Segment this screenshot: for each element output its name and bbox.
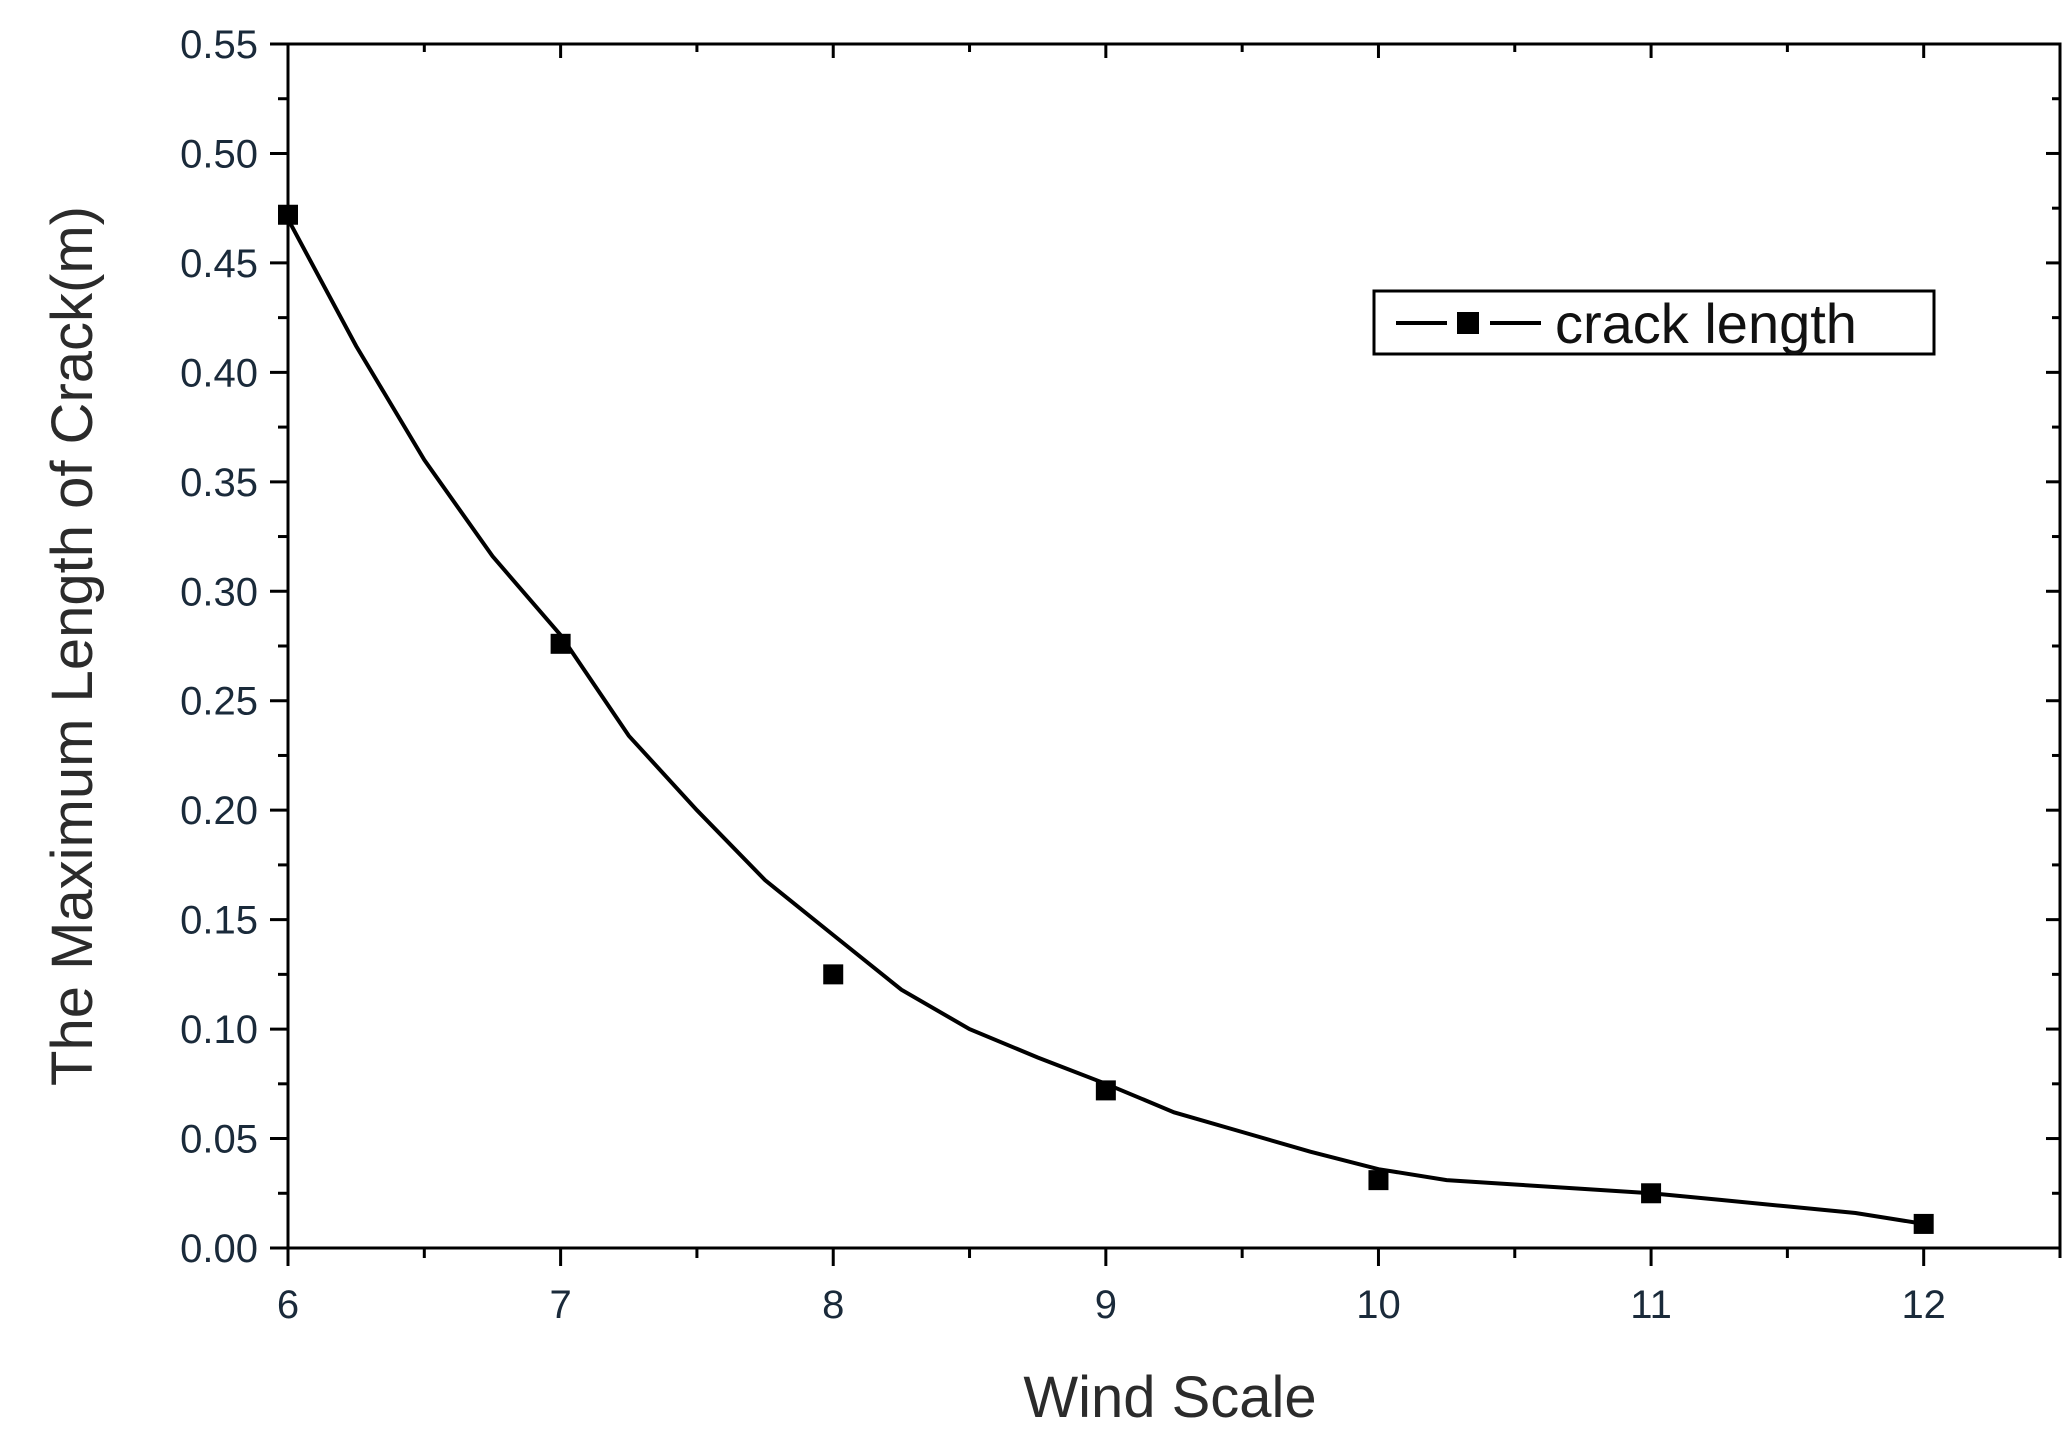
y-tick-label: 0.35 — [180, 461, 258, 505]
y-tick-label: 0.00 — [180, 1227, 258, 1271]
x-tick-label: 9 — [1095, 1283, 1117, 1327]
y-tick-label: 0.45 — [180, 242, 258, 286]
y-tick-label: 0.05 — [180, 1118, 258, 1162]
y-tick-label: 0.15 — [180, 899, 258, 943]
legend-label: crack length — [1555, 292, 1857, 355]
legend-marker — [1457, 312, 1479, 334]
data-point — [1368, 1170, 1389, 1191]
x-tick-label: 6 — [277, 1283, 299, 1327]
x-tick-label: 11 — [1630, 1283, 1672, 1327]
x-tick-label: 7 — [549, 1283, 571, 1327]
y-tick-label: 0.40 — [180, 351, 258, 395]
y-tick-label: 0.50 — [180, 132, 258, 176]
data-point — [1095, 1080, 1116, 1101]
y-tick-label: 0.10 — [180, 1008, 258, 1052]
data-point — [823, 964, 844, 985]
data-point — [278, 204, 298, 225]
y-axis-title: The Maximum Length of Crack(m) — [40, 206, 105, 1086]
data-point — [550, 633, 571, 654]
y-tick-label: 0.30 — [180, 570, 258, 614]
data-markers — [278, 204, 1934, 1234]
y-tick-label: 0.20 — [180, 789, 258, 833]
x-tick-label: 10 — [1356, 1283, 1401, 1327]
legend: crack length — [1372, 289, 1936, 356]
data-point — [1641, 1183, 1662, 1204]
y-axis-ticks: 0.00 0.05 0.10 0.15 0.20 0.25 0.30 0.35 0.40 0.45… — [180, 23, 2060, 1271]
x-axis-title: Wind Scale — [1023, 1365, 1316, 1429]
data-point — [1913, 1213, 1934, 1234]
x-tick-label: 12 — [1901, 1283, 1946, 1327]
x-axis-ticks: 6 7 8 9 10 11 12 — [277, 44, 2062, 1327]
legend-box — [1372, 289, 1936, 356]
x-tick-label: 8 — [822, 1283, 844, 1327]
y-tick-label: 0.55 — [180, 23, 258, 67]
fit-curve — [286, 218, 1925, 1226]
y-tick-label: 0.25 — [180, 680, 258, 724]
